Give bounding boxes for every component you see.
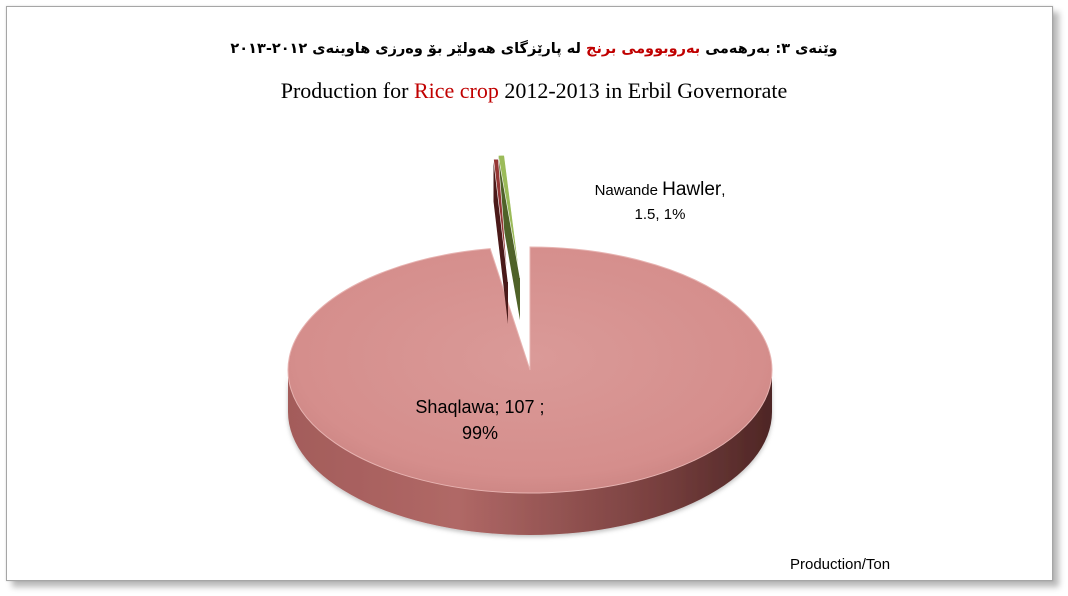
slice-label-nawande-hawler: Nawande Hawler, 1.5, 1% (594, 179, 726, 223)
chart-title-english: Production for Rice crop 2012-2013 in Er… (0, 78, 1068, 104)
shaqlawa-value: 107 (504, 397, 535, 417)
nawande-percent: 1% (663, 205, 686, 223)
slice-shaqlawa (287, 246, 773, 494)
slice-top-2 (493, 158, 509, 283)
title-en-part-1: Production for (280, 78, 409, 103)
chart-title-kurdish: وێنەی ٣: بەرهەمی بەروبوومی برنج لە پارێز… (0, 41, 1068, 57)
unit-label: Production/Ton (790, 556, 891, 573)
title-ku-part-2: لە پارێزگای هەولێر بۆ وەرزی هاوینەی ٢٠١٢… (230, 41, 581, 57)
title-ku-highlight: بەروبوومی برنج (586, 41, 701, 57)
title-ku-part-1: وێنەی ٣: بەرهەمی (705, 41, 838, 57)
title-en-highlight: Rice crop (413, 78, 499, 103)
slice-label-shaqlawa: Shaqlawa; 107 ; 99% (415, 397, 545, 444)
slice-side-1 (498, 155, 520, 320)
shaqlawa-name: Shaqlawa (415, 397, 495, 417)
shaqlawa-percent: 99% (461, 423, 499, 444)
title-en-part-2: 2012-2013 in Erbil Governorate (504, 78, 788, 103)
nawande-name: Hawler (662, 179, 722, 200)
slice-top-1 (497, 154, 521, 279)
slice-side-shaqlawa (288, 370, 772, 535)
nawande-prefix: Nawande (594, 182, 658, 199)
slice-side-2 (493, 159, 508, 324)
nawande-value: 1.5 (634, 205, 656, 223)
